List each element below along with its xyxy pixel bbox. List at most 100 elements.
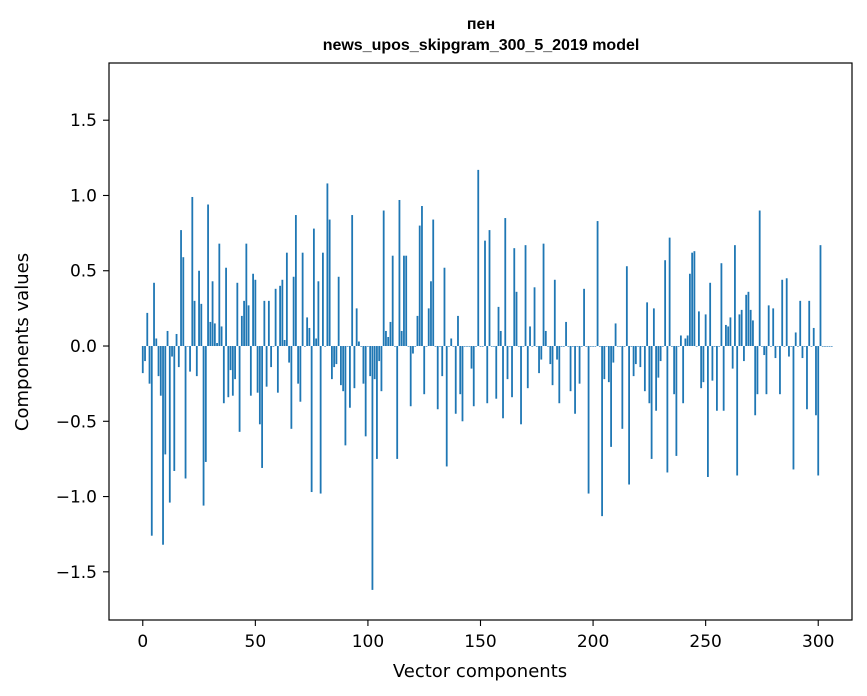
bar	[371, 346, 374, 590]
bar	[783, 346, 786, 347]
bar	[450, 338, 453, 347]
bar	[556, 346, 558, 360]
bar	[691, 252, 694, 347]
bar	[439, 346, 441, 347]
bar	[425, 346, 428, 347]
bar	[265, 346, 268, 387]
bar	[661, 346, 664, 347]
bar	[222, 346, 225, 404]
bar	[412, 346, 414, 354]
bar	[430, 281, 432, 347]
bar	[324, 346, 327, 347]
bar	[274, 288, 277, 347]
bar	[367, 346, 369, 347]
bar	[432, 219, 435, 347]
bar	[603, 346, 606, 380]
chart-title-line-1: пен	[467, 16, 495, 33]
bar	[749, 309, 752, 347]
bar	[745, 294, 748, 347]
bar	[522, 346, 525, 347]
bar	[454, 346, 457, 414]
bar	[461, 346, 464, 422]
bar	[477, 169, 480, 347]
bar	[340, 346, 342, 386]
bar	[675, 346, 678, 456]
bar	[423, 346, 426, 395]
bar	[285, 252, 288, 347]
bar	[781, 279, 784, 347]
bar	[220, 326, 223, 347]
bars-group	[141, 169, 833, 590]
bar	[596, 221, 599, 347]
bar	[349, 346, 351, 408]
bar	[634, 346, 637, 365]
bar	[704, 314, 707, 347]
bar	[574, 346, 576, 414]
bar	[200, 303, 203, 347]
bar	[189, 346, 191, 372]
bar	[173, 346, 176, 471]
bar	[628, 346, 631, 485]
bar	[607, 346, 610, 383]
bar	[204, 346, 207, 462]
bar	[225, 267, 227, 347]
bar	[652, 308, 655, 347]
bar	[648, 346, 651, 404]
y-tick-label: 0.5	[70, 262, 97, 282]
bar	[418, 225, 421, 347]
bar	[535, 346, 538, 347]
bar	[824, 346, 826, 347]
bar	[592, 346, 594, 347]
bar	[727, 326, 730, 347]
bar	[761, 346, 763, 347]
bar	[276, 346, 279, 393]
bar	[673, 346, 676, 395]
bar	[740, 309, 743, 347]
y-axis-ticks: −1.5 −1.0 −0.5 0.0 0.5 1.0 1.5	[56, 111, 109, 583]
bar	[475, 346, 477, 347]
bar	[553, 279, 556, 347]
bar	[306, 317, 309, 347]
bar	[261, 346, 264, 468]
bar	[542, 243, 545, 347]
bar	[486, 346, 489, 404]
bar	[342, 346, 345, 392]
bar	[141, 346, 144, 374]
bar	[810, 346, 813, 347]
bar	[513, 248, 516, 347]
bar	[445, 346, 448, 467]
bar	[389, 321, 392, 347]
x-tick-label: 200	[577, 632, 609, 652]
bar	[812, 327, 815, 347]
bar	[646, 302, 649, 347]
bar	[549, 346, 552, 365]
bar	[236, 282, 239, 347]
bar	[470, 346, 473, 369]
bar	[819, 245, 822, 347]
bar	[576, 346, 579, 347]
bar	[249, 346, 252, 396]
bar	[614, 323, 617, 347]
bar	[380, 346, 383, 392]
bar	[623, 346, 626, 347]
bar	[427, 308, 430, 347]
bar	[403, 255, 405, 347]
bar	[738, 314, 741, 347]
bar	[569, 346, 572, 392]
bar	[632, 346, 635, 377]
bar	[299, 346, 302, 402]
bar	[227, 346, 230, 398]
bar	[828, 346, 831, 347]
bar	[353, 346, 356, 389]
bar	[725, 324, 727, 347]
bar	[765, 346, 768, 395]
bar	[394, 346, 396, 347]
bar	[803, 346, 806, 347]
bar	[416, 315, 419, 347]
bar	[664, 260, 667, 347]
x-tick-label: 100	[352, 632, 384, 652]
bar	[571, 346, 574, 347]
bar	[362, 346, 365, 384]
bar	[736, 346, 739, 476]
bar	[292, 276, 295, 347]
